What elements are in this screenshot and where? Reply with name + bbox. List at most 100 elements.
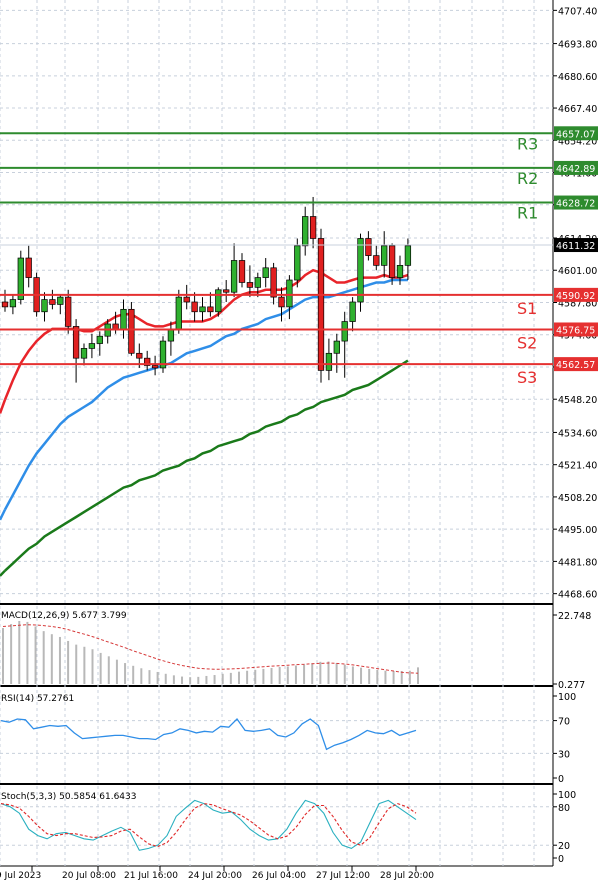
candle-body — [1, 301, 9, 308]
level-name: S2 — [517, 333, 537, 352]
level-price-label: 4628.72 — [556, 199, 595, 210]
candle-body — [278, 296, 285, 308]
candle-body — [388, 245, 396, 278]
candle-body — [365, 238, 372, 256]
candle-body — [17, 257, 24, 300]
ma-line-lead — [0, 569, 6, 577]
macd-signal-line — [2, 624, 419, 674]
candle-body — [128, 308, 135, 354]
candle-body — [80, 348, 88, 359]
price-tick-label: 4587.80 — [558, 298, 597, 309]
candle-body — [167, 328, 175, 342]
level-price-label: 4590.92 — [556, 291, 595, 302]
level-name: R1 — [517, 204, 538, 223]
price-tick-label: 4707.40 — [558, 6, 597, 17]
candle-body — [41, 299, 48, 313]
candle-body — [302, 216, 309, 247]
level-price-box — [554, 160, 598, 175]
rsi-tick-label: 100 — [558, 692, 576, 703]
level-price-box — [554, 195, 598, 210]
candle-body — [49, 299, 56, 305]
level-price-label: 4576.75 — [556, 325, 595, 336]
rsi-tick-label: 70 — [558, 717, 570, 728]
candle-body — [341, 321, 348, 342]
price-tick-label: 4548.20 — [558, 395, 597, 406]
price-tick-label: 4508.20 — [558, 493, 597, 504]
candle-body — [396, 265, 404, 278]
candle-body — [136, 352, 143, 359]
price-tick-label: 4667.40 — [558, 104, 597, 115]
candle-body — [25, 257, 32, 278]
candle-body — [254, 277, 261, 288]
rsi-line — [0, 717, 417, 751]
stoch-title: Stoch(5,3,3) 50.5854 61.6433 — [1, 792, 136, 802]
candle-body — [112, 323, 119, 330]
level-name: S3 — [517, 368, 537, 387]
level-price-box — [554, 322, 598, 337]
candle-body — [404, 245, 412, 266]
price-tick-label: 4468.60 — [558, 590, 597, 601]
x-tick-label: 21 Jul 16:00 — [124, 871, 178, 881]
candle-body — [294, 245, 301, 281]
candle-body — [9, 299, 17, 308]
x-tick-label: 28 Jul 20:00 — [380, 871, 434, 881]
level-name: R3 — [517, 134, 538, 153]
candle-body — [199, 306, 206, 313]
current-price-box — [554, 238, 598, 253]
candle-body — [357, 238, 364, 303]
stoch-tick-label: 0 — [558, 854, 564, 865]
stoch-d-line — [0, 803, 417, 848]
candle-body — [262, 267, 269, 278]
ma-line — [3, 278, 408, 511]
candle-body — [65, 296, 72, 327]
candle-body — [159, 340, 167, 369]
candle-body — [309, 216, 317, 239]
price-tick-label: 4534.60 — [558, 428, 597, 439]
level-price-box — [554, 357, 598, 372]
candle-body — [246, 282, 254, 288]
x-tick-label: 20 Jul 08:00 — [62, 871, 116, 881]
price-tick-label: 4601.00 — [558, 266, 597, 277]
candle-body — [223, 289, 230, 293]
macd-tick-label: 22.748 — [558, 611, 591, 622]
current-price-label: 4611.32 — [556, 241, 595, 252]
candle-body — [238, 260, 246, 283]
candle-body — [230, 260, 238, 293]
x-tick-label: 9 Jul 2023 — [0, 871, 41, 881]
candle-body — [72, 326, 80, 359]
macd-tick-label: 0.277 — [558, 680, 585, 691]
candle-body — [144, 357, 151, 366]
rsi-tick-label: 0 — [558, 774, 564, 785]
candle-body — [317, 238, 325, 371]
candle-body — [88, 343, 96, 349]
price-tick-label: 4693.80 — [558, 40, 597, 51]
candle-body — [286, 279, 293, 308]
price-tick-label: 4481.80 — [558, 557, 597, 568]
rsi-title: RSI(14) 57.2761 — [1, 694, 74, 704]
price-tick-label: 4495.00 — [558, 525, 597, 536]
candle-body — [215, 289, 222, 313]
price-tick-label: 4680.60 — [558, 72, 597, 83]
candle-body — [333, 340, 340, 354]
rsi-tick-label: 30 — [558, 749, 570, 760]
x-tick-label: 27 Jul 12:00 — [316, 871, 370, 881]
ma-line-lead — [0, 509, 7, 521]
level-price-label: 4642.89 — [556, 164, 595, 175]
stoch-tick-label: 80 — [558, 803, 570, 814]
candle-body — [349, 301, 356, 322]
candle-body — [325, 352, 333, 371]
stoch-tick-label: 20 — [558, 841, 570, 852]
candle-body — [96, 335, 103, 344]
x-tick-label: 26 Jul 04:00 — [252, 871, 306, 881]
level-price-label: 4562.57 — [556, 360, 595, 371]
ma-line-lead — [0, 399, 7, 414]
candle-body — [207, 306, 214, 313]
candle-body — [57, 296, 64, 305]
candle-body — [175, 296, 182, 330]
level-name: S1 — [517, 299, 537, 318]
candle-body — [120, 308, 127, 330]
candle-body — [270, 267, 277, 298]
x-tick-label: 24 Jul 20:00 — [188, 871, 242, 881]
